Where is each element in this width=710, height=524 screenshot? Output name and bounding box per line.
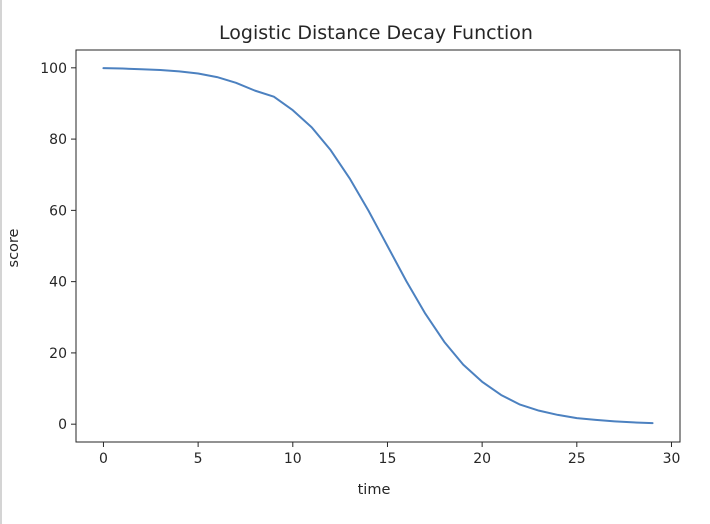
series-layer (102, 67, 654, 425)
y-tick-label: 20 (49, 346, 67, 362)
y-axis: 0 20 40 60 80 100 (40, 61, 76, 433)
x-tick-label: 10 (284, 451, 302, 467)
plot-area-frame (75, 49, 681, 443)
y-tick-label: 80 (49, 132, 67, 148)
y-tick-label: 40 (49, 275, 67, 291)
x-tick-label: 0 (99, 451, 108, 467)
x-axis: 0 5 10 15 20 25 30 (99, 442, 680, 467)
x-tick-label: 15 (379, 451, 397, 467)
x-tick-label: 5 (194, 451, 203, 467)
x-tick-label: 20 (473, 451, 491, 467)
window-left-border (0, 0, 2, 524)
y-axis-label: score (6, 228, 22, 267)
series-line (102, 67, 654, 425)
x-tick-label: 25 (568, 451, 586, 467)
y-tick-label: 100 (40, 61, 67, 77)
x-axis-label: time (358, 482, 391, 498)
x-tick-label: 30 (663, 451, 681, 467)
y-tick-label: 60 (49, 203, 67, 219)
y-tick-label: 0 (58, 417, 67, 433)
chart-title: Logistic Distance Decay Function (219, 22, 533, 44)
